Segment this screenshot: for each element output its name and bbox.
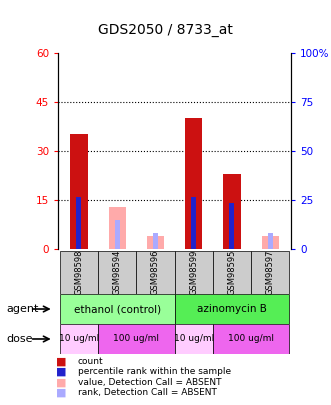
Text: GSM98598: GSM98598 xyxy=(74,249,83,295)
Text: 100 ug/ml: 100 ug/ml xyxy=(228,334,274,343)
Bar xyxy=(60,251,98,294)
Bar xyxy=(175,251,213,294)
Text: GSM98595: GSM98595 xyxy=(227,249,236,295)
Bar xyxy=(153,233,158,249)
Text: GSM98596: GSM98596 xyxy=(151,249,160,295)
Bar xyxy=(191,197,196,249)
Text: GSM98599: GSM98599 xyxy=(189,249,198,295)
Bar xyxy=(175,324,213,354)
Bar xyxy=(147,236,164,249)
Text: ■: ■ xyxy=(56,388,67,398)
Text: rank, Detection Call = ABSENT: rank, Detection Call = ABSENT xyxy=(78,388,217,397)
Bar xyxy=(136,251,175,294)
Text: ■: ■ xyxy=(56,377,67,387)
Bar xyxy=(213,324,289,354)
Bar xyxy=(98,251,136,294)
Bar xyxy=(175,294,289,324)
Bar xyxy=(261,236,279,249)
Bar xyxy=(60,294,175,324)
Text: value, Detection Call = ABSENT: value, Detection Call = ABSENT xyxy=(78,378,221,387)
Text: GSM98594: GSM98594 xyxy=(113,249,122,295)
Text: ■: ■ xyxy=(56,367,67,377)
Bar xyxy=(71,134,88,249)
Text: 100 ug/ml: 100 ug/ml xyxy=(113,334,159,343)
Bar xyxy=(185,118,202,249)
Bar xyxy=(223,174,241,249)
Bar xyxy=(115,220,120,249)
Text: GDS2050 / 8733_at: GDS2050 / 8733_at xyxy=(98,23,233,37)
Bar xyxy=(213,251,251,294)
Text: dose: dose xyxy=(7,334,33,344)
Text: 10 ug/ml: 10 ug/ml xyxy=(173,334,214,343)
Bar xyxy=(76,197,81,249)
Text: ethanol (control): ethanol (control) xyxy=(74,304,161,314)
Text: azinomycin B: azinomycin B xyxy=(197,304,267,314)
Bar xyxy=(229,203,234,249)
Text: agent: agent xyxy=(7,304,39,314)
Text: 10 ug/ml: 10 ug/ml xyxy=(59,334,99,343)
Bar xyxy=(98,324,175,354)
Bar xyxy=(251,251,289,294)
Bar xyxy=(109,207,126,249)
Bar xyxy=(60,324,98,354)
Bar xyxy=(268,233,273,249)
Text: GSM98597: GSM98597 xyxy=(266,249,275,295)
Text: count: count xyxy=(78,357,103,366)
Text: ■: ■ xyxy=(56,356,67,366)
Text: percentile rank within the sample: percentile rank within the sample xyxy=(78,367,231,376)
